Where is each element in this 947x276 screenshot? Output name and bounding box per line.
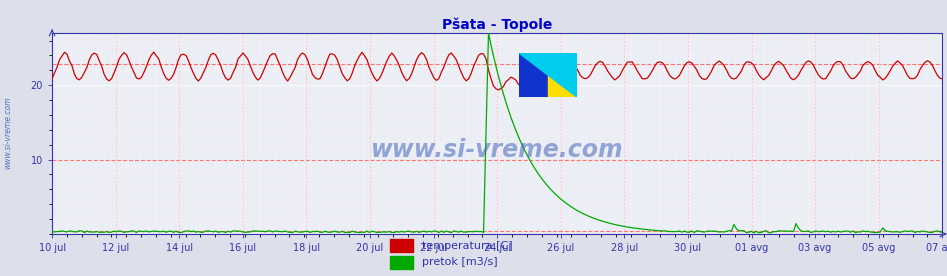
Bar xyxy=(390,256,413,269)
Text: www.si-vreme.com: www.si-vreme.com xyxy=(3,96,12,169)
Text: temperatura [C]: temperatura [C] xyxy=(421,241,512,251)
Bar xyxy=(390,240,413,252)
Title: Pšata - Topole: Pšata - Topole xyxy=(442,17,552,32)
Text: www.si-vreme.com: www.si-vreme.com xyxy=(371,138,623,162)
Polygon shape xyxy=(519,53,578,97)
Text: pretok [m3/s]: pretok [m3/s] xyxy=(421,257,497,267)
Bar xyxy=(548,53,578,97)
Polygon shape xyxy=(519,53,578,97)
